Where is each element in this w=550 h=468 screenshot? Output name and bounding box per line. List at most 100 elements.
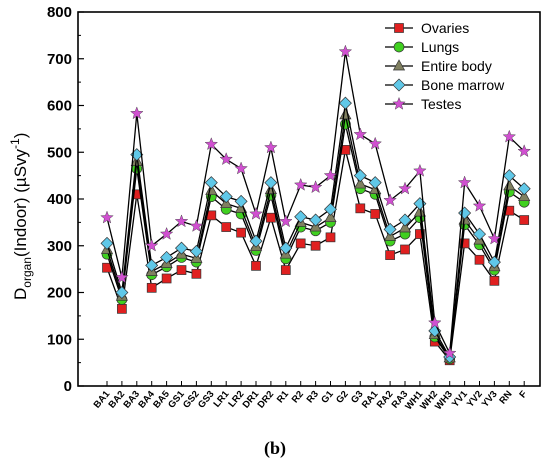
x-tick-label: F	[517, 389, 529, 401]
data-point-ovaries	[117, 304, 127, 314]
data-point-bone-marrow	[294, 210, 308, 224]
data-point-ovaries	[295, 238, 306, 249]
data-point-ovaries	[400, 244, 410, 255]
data-point-bone-marrow	[234, 194, 248, 208]
data-point-ovaries	[459, 238, 470, 249]
data-point-testes	[368, 136, 382, 150]
data-point-entire-body	[205, 183, 218, 195]
data-point-testes	[219, 152, 233, 165]
data-point-ovaries	[310, 240, 321, 251]
data-point-ovaries	[489, 275, 500, 286]
data-point-ovaries	[519, 215, 530, 225]
x-tick-label: RN	[497, 389, 514, 407]
data-point-bone-marrow	[502, 169, 516, 183]
legend-marker-entire-body	[392, 59, 406, 71]
legend-marker-ovaries	[394, 23, 404, 33]
data-point-testes	[472, 198, 487, 212]
data-point-bone-marrow	[189, 244, 203, 258]
data-point-bone-marrow	[145, 258, 159, 272]
data-point-bone-marrow	[353, 169, 367, 183]
data-point-bone-marrow	[324, 202, 337, 216]
data-point-testes	[264, 140, 278, 154]
series-ovaries	[102, 145, 530, 366]
data-point-entire-body	[413, 205, 426, 217]
y-tick-label: 800	[47, 4, 72, 21]
y-tick-label: 0	[64, 378, 72, 395]
data-point-testes	[457, 175, 472, 189]
data-point-bone-marrow	[160, 250, 174, 264]
y-tick-label: 300	[47, 238, 72, 255]
data-point-bone-marrow	[279, 241, 293, 255]
y-tick-label: 500	[47, 144, 72, 161]
data-point-testes	[383, 193, 397, 207]
y-tick-label: 100	[47, 331, 72, 348]
y-tick-label: 200	[47, 285, 72, 302]
data-point-ovaries	[280, 265, 291, 275]
data-point-ovaries	[415, 229, 425, 239]
data-point-testes	[144, 238, 159, 252]
data-point-ovaries	[474, 254, 485, 265]
y-tick-label: 600	[47, 98, 72, 115]
legend: Ovaries Lungs Entire body Bone marrow Testes	[385, 20, 505, 112]
data-point-testes	[130, 106, 144, 120]
x-tick-label: R3	[305, 389, 321, 405]
data-point-ovaries	[191, 268, 202, 279]
data-point-ovaries	[236, 227, 246, 238]
y-tick-label: 400	[47, 191, 72, 208]
data-point-testes	[293, 177, 308, 191]
data-point-ovaries	[370, 209, 381, 219]
data-point-entire-body	[503, 179, 516, 191]
figure-caption: (b)	[264, 438, 286, 458]
legend-label-ovaries: Ovaries	[421, 20, 469, 36]
data-point-bone-marrow	[338, 96, 352, 110]
data-point-bone-marrow	[473, 227, 486, 241]
data-point-ovaries	[221, 222, 232, 232]
data-point-testes	[353, 127, 368, 141]
data-point-bone-marrow	[204, 176, 218, 190]
data-point-bone-marrow	[219, 190, 233, 204]
data-point-entire-body	[398, 221, 412, 233]
data-point-testes	[279, 214, 293, 228]
line-chart: 0100200300400500600700800BA1BA2BA3BA4BA5…	[8, 4, 541, 412]
data-point-testes	[115, 270, 129, 284]
x-tick-label: DR2	[256, 389, 277, 411]
data-point-testes	[159, 226, 174, 240]
data-point-testes	[398, 181, 412, 195]
data-point-bone-marrow	[383, 222, 397, 236]
y-tick-label: 700	[47, 51, 72, 68]
data-point-bone-marrow	[249, 234, 263, 248]
x-tick-label: G1	[319, 388, 336, 405]
data-point-ovaries	[266, 212, 276, 223]
data-point-ovaries	[176, 265, 187, 275]
data-point-testes	[428, 315, 442, 329]
data-point-testes	[442, 346, 457, 359]
data-point-testes	[323, 168, 338, 182]
data-point-bone-marrow	[517, 182, 531, 196]
data-point-entire-body	[324, 210, 337, 223]
data-point-bone-marrow	[100, 236, 114, 250]
data-point-bone-marrow	[398, 213, 412, 227]
data-point-bone-marrow	[309, 213, 323, 227]
x-tick-label: G2	[334, 389, 351, 406]
x-tick-label: R2	[290, 389, 306, 405]
legend-label-bone-marrow: Bone marrow	[421, 77, 505, 93]
data-point-ovaries	[355, 203, 366, 214]
data-point-ovaries	[385, 250, 395, 260]
series-testes	[100, 44, 531, 359]
data-point-ovaries	[325, 232, 336, 243]
data-point-bone-marrow	[175, 241, 188, 255]
series-bone-marrow	[100, 96, 531, 364]
x-tick-label: R1	[275, 388, 292, 405]
data-point-ovaries	[146, 282, 157, 293]
data-point-bone-marrow	[115, 286, 129, 299]
data-point-testes	[487, 231, 502, 245]
data-point-ovaries	[161, 273, 172, 284]
data-point-testes	[502, 129, 517, 143]
data-point-bone-marrow	[487, 255, 501, 269]
legend-label-entire-body: Entire body	[421, 58, 492, 74]
data-point-ovaries	[251, 261, 261, 271]
data-point-entire-body	[354, 177, 367, 189]
data-point-bone-marrow	[458, 206, 472, 220]
legend-marker-lungs	[393, 41, 405, 53]
data-point-entire-body	[518, 189, 531, 202]
